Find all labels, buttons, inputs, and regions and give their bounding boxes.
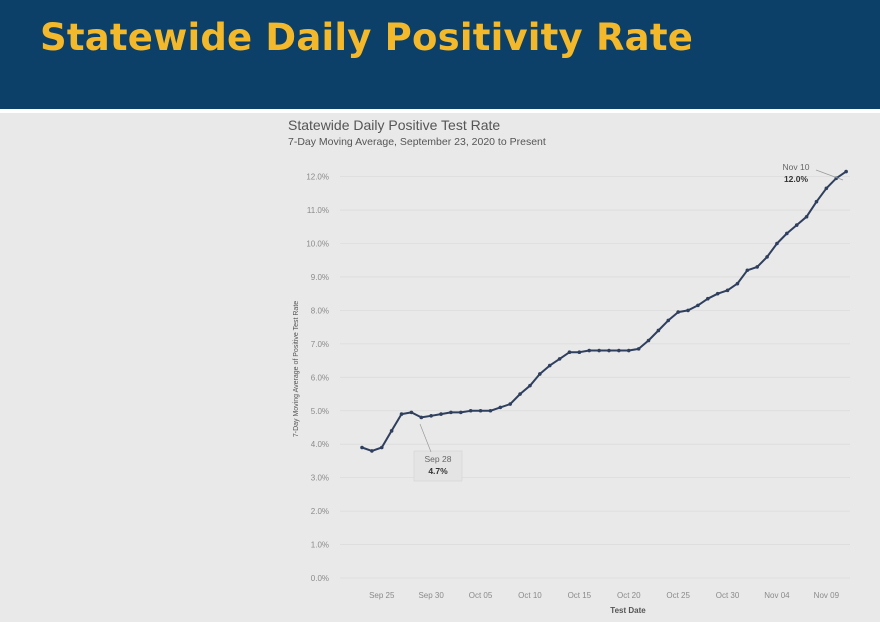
data-point [468,408,473,413]
data-point [686,308,690,313]
y-tick-label: 8.0% [311,306,329,315]
data-point [518,392,522,396]
data-point [587,348,592,353]
annotation-date: Nov 10 [783,162,810,172]
x-tick-label: Sep 25 [369,591,395,600]
y-tick-label: 2.0% [311,507,329,516]
y-axis-ticks: 0.0% 1.0% 2.0% 3.0% 4.0% 5.0% 6.0% 7.0% 8.0% 9.0%… [306,173,329,583]
data-point [538,372,542,376]
data-point [765,255,769,259]
series-line-path [361,170,847,452]
data-point [626,348,631,353]
data-point [775,241,779,246]
y-tick-label: 1.0% [311,541,329,550]
data-point [814,199,819,204]
y-tick-label: 12.0% [306,173,329,182]
annotation-value: 12.0% [784,174,809,184]
y-tick-label: 0.0% [311,574,329,583]
data-point [508,402,512,406]
data-point [844,169,848,174]
chart-title: Statewide Daily Positive Test Rate [288,117,501,133]
x-axis-ticks: Sep 25 Sep 30 Oct 05 Oct 10 Oct 15 Oct 20 Oct … [369,591,839,600]
x-tick-label: Oct 10 [518,591,542,600]
header-divider [0,109,880,113]
data-point [636,347,641,351]
series-line [360,169,848,453]
data-point [666,318,671,323]
y-tick-label: 5.0% [311,407,329,416]
y-tick-label: 11.0% [307,206,329,215]
x-axis-label: Test Date [610,606,646,615]
x-tick-label: Oct 20 [617,591,641,600]
data-point [557,357,562,361]
annotations: Sep 28 4.7% Nov 10 12.0% [413,162,844,482]
data-point [379,445,384,450]
data-point [399,412,404,416]
data-point [360,445,364,450]
data-point [804,214,809,219]
data-point [370,449,374,453]
x-tick-label: Oct 30 [716,591,740,600]
data-point [735,281,740,286]
data-point [429,413,433,418]
x-tick-label: Oct 05 [469,591,493,600]
y-tick-label: 4.0% [311,440,329,449]
data-point [617,348,621,353]
data-point [785,231,789,236]
data-point [567,350,572,355]
y-tick-label: 6.0% [311,373,329,382]
x-tick-label: Sep 30 [418,591,444,600]
data-point [696,303,700,308]
data-point [656,328,661,333]
data-point [459,410,463,415]
y-tick-label: 7.0% [311,340,329,349]
data-point [577,350,582,355]
data-point [528,383,532,388]
annotation-leader [419,423,432,453]
annotation-date: Sep 28 [425,454,452,464]
x-tick-label: Oct 15 [568,591,592,600]
header-banner: Statewide Daily Positivity Rate [0,0,880,109]
chart-gridlines [340,176,850,579]
data-point [706,296,710,301]
data-point [755,265,759,269]
data-point [646,338,651,343]
annotation-value: 4.7% [428,466,448,476]
data-point [715,291,720,296]
data-point [607,348,611,353]
x-tick-label: Nov 04 [764,591,790,600]
data-point [409,410,414,415]
data-point [676,310,680,314]
y-tick-label: 10.0% [306,240,329,249]
data-point [478,408,483,413]
x-tick-label: Oct 25 [666,591,690,600]
annotation-leader [815,169,844,181]
data-point [488,408,493,413]
data-point [439,412,443,416]
data-point [745,268,750,273]
data-point [419,415,424,420]
data-point [547,363,552,368]
chart-subtitle: 7-Day Moving Average, September 23, 2020… [288,136,546,148]
data-point [824,186,829,191]
annotation-box [413,450,463,482]
data-point [597,348,601,353]
page-title: Statewide Daily Positivity Rate [40,16,693,59]
x-tick-label: Nov 09 [814,591,840,600]
data-point [389,429,394,433]
y-tick-label: 9.0% [311,273,329,282]
y-axis-label: 7-Day Moving Average of Positive Test Ra… [293,301,300,437]
y-tick-label: 3.0% [311,474,329,483]
data-point [794,223,799,227]
data-point [449,410,453,415]
data-point [498,405,503,410]
data-point [725,288,730,293]
